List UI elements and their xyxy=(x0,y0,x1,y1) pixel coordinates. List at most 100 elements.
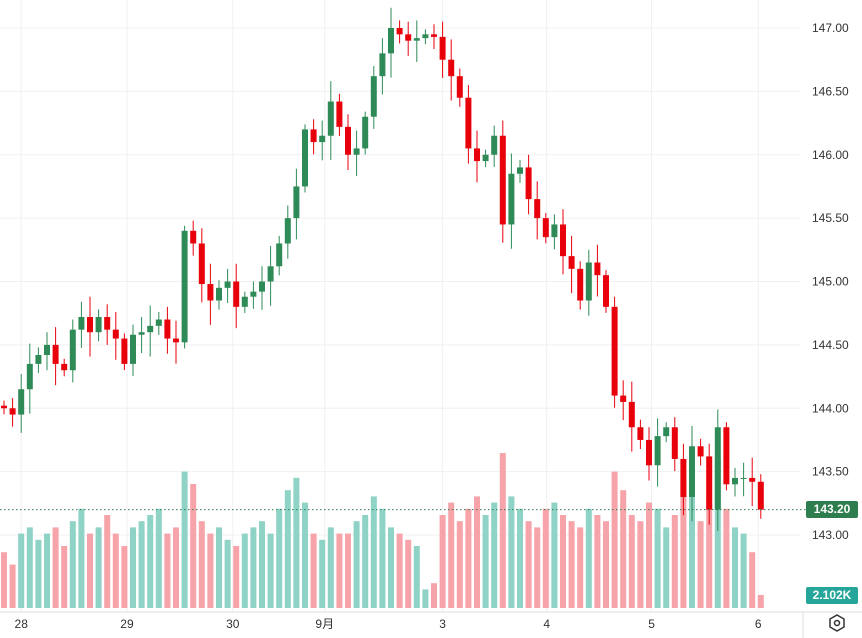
candle-body xyxy=(697,446,704,457)
y-tick-label: 147.00 xyxy=(812,21,849,35)
y-tick-label: 144.50 xyxy=(812,338,849,352)
volume-bar xyxy=(207,533,214,608)
volume-bar xyxy=(293,477,300,608)
volume-bar xyxy=(362,515,369,608)
volume-bar xyxy=(78,508,85,608)
candle-body xyxy=(749,477,756,482)
volume-bar xyxy=(61,546,68,608)
volume-bar xyxy=(474,496,480,608)
volume-bar xyxy=(551,502,558,608)
volume-bar xyxy=(130,527,136,608)
volume-bar xyxy=(611,471,618,608)
x-tick-label: 3 xyxy=(439,617,446,631)
candle-body xyxy=(499,135,506,225)
candle-body xyxy=(9,408,16,415)
last-price-badge: 143.20 xyxy=(806,501,858,519)
volume-bar xyxy=(396,533,403,608)
volume-bar xyxy=(190,484,197,608)
candle-body xyxy=(26,363,33,390)
candle-body xyxy=(714,427,721,510)
candle-body xyxy=(224,281,231,288)
candle-body xyxy=(181,230,188,343)
candle-body xyxy=(353,148,360,155)
volume-bar xyxy=(646,502,652,608)
candle-body xyxy=(1,405,7,409)
candle-body xyxy=(422,34,429,39)
y-tick-label: 146.00 xyxy=(812,148,849,162)
candle-body xyxy=(121,338,128,364)
grid xyxy=(0,0,800,612)
volume-bar xyxy=(568,521,575,608)
volume-bar xyxy=(757,594,764,608)
candle-body xyxy=(207,284,214,301)
volume-bar xyxy=(173,527,179,608)
x-tick-label: 28 xyxy=(15,617,29,631)
x-tick-label: 30 xyxy=(226,617,240,631)
candle-body xyxy=(405,34,412,41)
volume-bar xyxy=(585,508,592,608)
candle-body xyxy=(259,281,265,292)
candle-body xyxy=(327,101,334,136)
candle-body xyxy=(388,28,394,54)
candle-body xyxy=(620,395,627,402)
volume-bar xyxy=(723,508,730,608)
volume-bar xyxy=(147,515,154,608)
volume-bar xyxy=(697,521,704,608)
volume-bar xyxy=(405,539,412,608)
candle-body xyxy=(663,427,670,437)
volume-bar xyxy=(35,539,42,608)
candle-body xyxy=(130,334,136,364)
candle-body xyxy=(319,135,326,143)
candle-body xyxy=(112,329,119,339)
candle-body xyxy=(35,355,42,364)
volume-bar xyxy=(525,521,532,608)
y-axis: 147.00 146.50 146.00 145.50 145.00 144.50 144.… xyxy=(812,21,849,542)
volume-bar xyxy=(1,552,7,608)
volume-bar xyxy=(336,533,343,608)
volume-bar xyxy=(233,546,240,608)
candle-body xyxy=(61,363,68,371)
volume-bar xyxy=(9,564,16,608)
candle-body xyxy=(646,439,652,466)
candle-body xyxy=(147,325,154,333)
candle-body xyxy=(680,458,687,497)
volume-bar xyxy=(542,508,549,608)
candle-body xyxy=(250,291,257,297)
candle-body xyxy=(431,34,437,37)
candle-body xyxy=(276,243,283,267)
candle-body xyxy=(706,456,713,510)
candle-body xyxy=(44,344,50,356)
settings-icon[interactable] xyxy=(827,613,847,633)
candle-body xyxy=(757,481,764,510)
candle-body xyxy=(18,389,25,415)
volume-bar xyxy=(517,508,523,608)
candle-body xyxy=(267,266,274,282)
candle-body xyxy=(465,97,472,149)
candle-body xyxy=(534,199,541,219)
candle-body xyxy=(525,167,532,200)
volume-bar xyxy=(534,527,541,608)
volume-bars xyxy=(1,453,764,608)
candle-body xyxy=(603,275,609,307)
volume-bar xyxy=(267,533,274,608)
volume-bar xyxy=(388,527,394,608)
candle-body xyxy=(568,256,575,269)
volume-bar xyxy=(198,521,205,608)
candle-body xyxy=(740,477,747,479)
candle-body xyxy=(732,477,738,485)
volume-bar xyxy=(560,515,566,608)
candles xyxy=(1,7,764,531)
volume-bar xyxy=(112,533,119,608)
candle-body xyxy=(241,296,248,307)
volume-bar xyxy=(439,515,446,608)
volume-bar xyxy=(52,527,59,608)
volume-bar xyxy=(714,459,721,608)
volume-bar xyxy=(181,471,188,608)
volume-bar xyxy=(224,539,231,608)
x-tick-label: 9月 xyxy=(315,617,334,631)
volume-bar xyxy=(620,490,627,608)
candle-body xyxy=(508,173,515,225)
candle-body xyxy=(302,129,308,187)
candle-body xyxy=(362,116,369,149)
